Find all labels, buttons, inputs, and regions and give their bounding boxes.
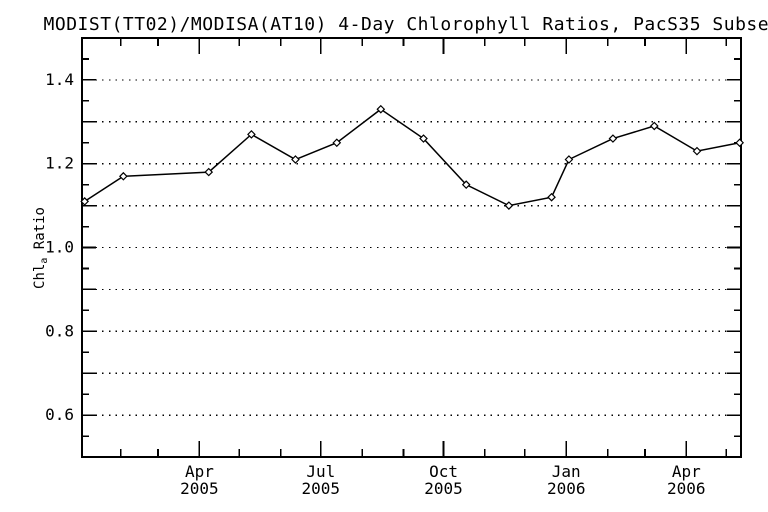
data-point-marker (419, 134, 428, 143)
data-point-marker (564, 155, 574, 164)
data-point-marker (119, 171, 128, 181)
data-point-marker (692, 146, 702, 156)
x-tick-label-year: 2006 (547, 479, 586, 498)
y-axis-label-prefix: Chl (32, 264, 48, 289)
x-tick-label-year: 2005 (180, 479, 219, 498)
y-tick-label: 1.2 (45, 154, 74, 173)
x-tick-label-month: Jul (306, 462, 335, 481)
data-point-marker (376, 104, 386, 114)
data-point-marker (461, 180, 471, 189)
x-tick-label-month: Oct (429, 462, 458, 481)
data-point-marker (291, 155, 300, 164)
y-tick-label: 1.0 (45, 238, 74, 257)
x-tick-label-year: 2005 (302, 479, 341, 498)
data-point-marker (608, 134, 618, 143)
data-point-marker (247, 130, 256, 139)
chart-title: MODIST(TT02)/MODISA(AT10) 4-Day Chloroph… (44, 14, 768, 35)
data-point-marker (204, 167, 214, 177)
x-tick-label-month: Apr (672, 462, 701, 481)
data-point-marker (649, 121, 659, 131)
y-axis-label: Chla Ratio (32, 207, 50, 289)
x-tick-label-year: 2006 (667, 479, 706, 498)
x-tick-label-month: Apr (185, 462, 214, 481)
data-line (84, 108, 740, 207)
data-point-marker (547, 192, 556, 202)
y-axis-label-subscript: a (39, 258, 50, 264)
y-tick-label: 1.4 (45, 70, 74, 89)
data-point-marker (332, 138, 342, 148)
x-tick-label-year: 2005 (424, 479, 463, 498)
y-tick-label: 0.8 (45, 321, 74, 340)
data-point-marker (80, 197, 90, 206)
data-point-marker (504, 201, 514, 210)
x-tick-label-month: Jan (552, 462, 581, 481)
plot-area: 0.60.81.01.21.4Apr2005Jul2005Oct2005Jan2… (45, 37, 745, 498)
y-axis-label-suffix: Ratio (32, 207, 48, 258)
data-point-marker (735, 138, 745, 148)
y-tick-label: 0.6 (45, 405, 74, 424)
